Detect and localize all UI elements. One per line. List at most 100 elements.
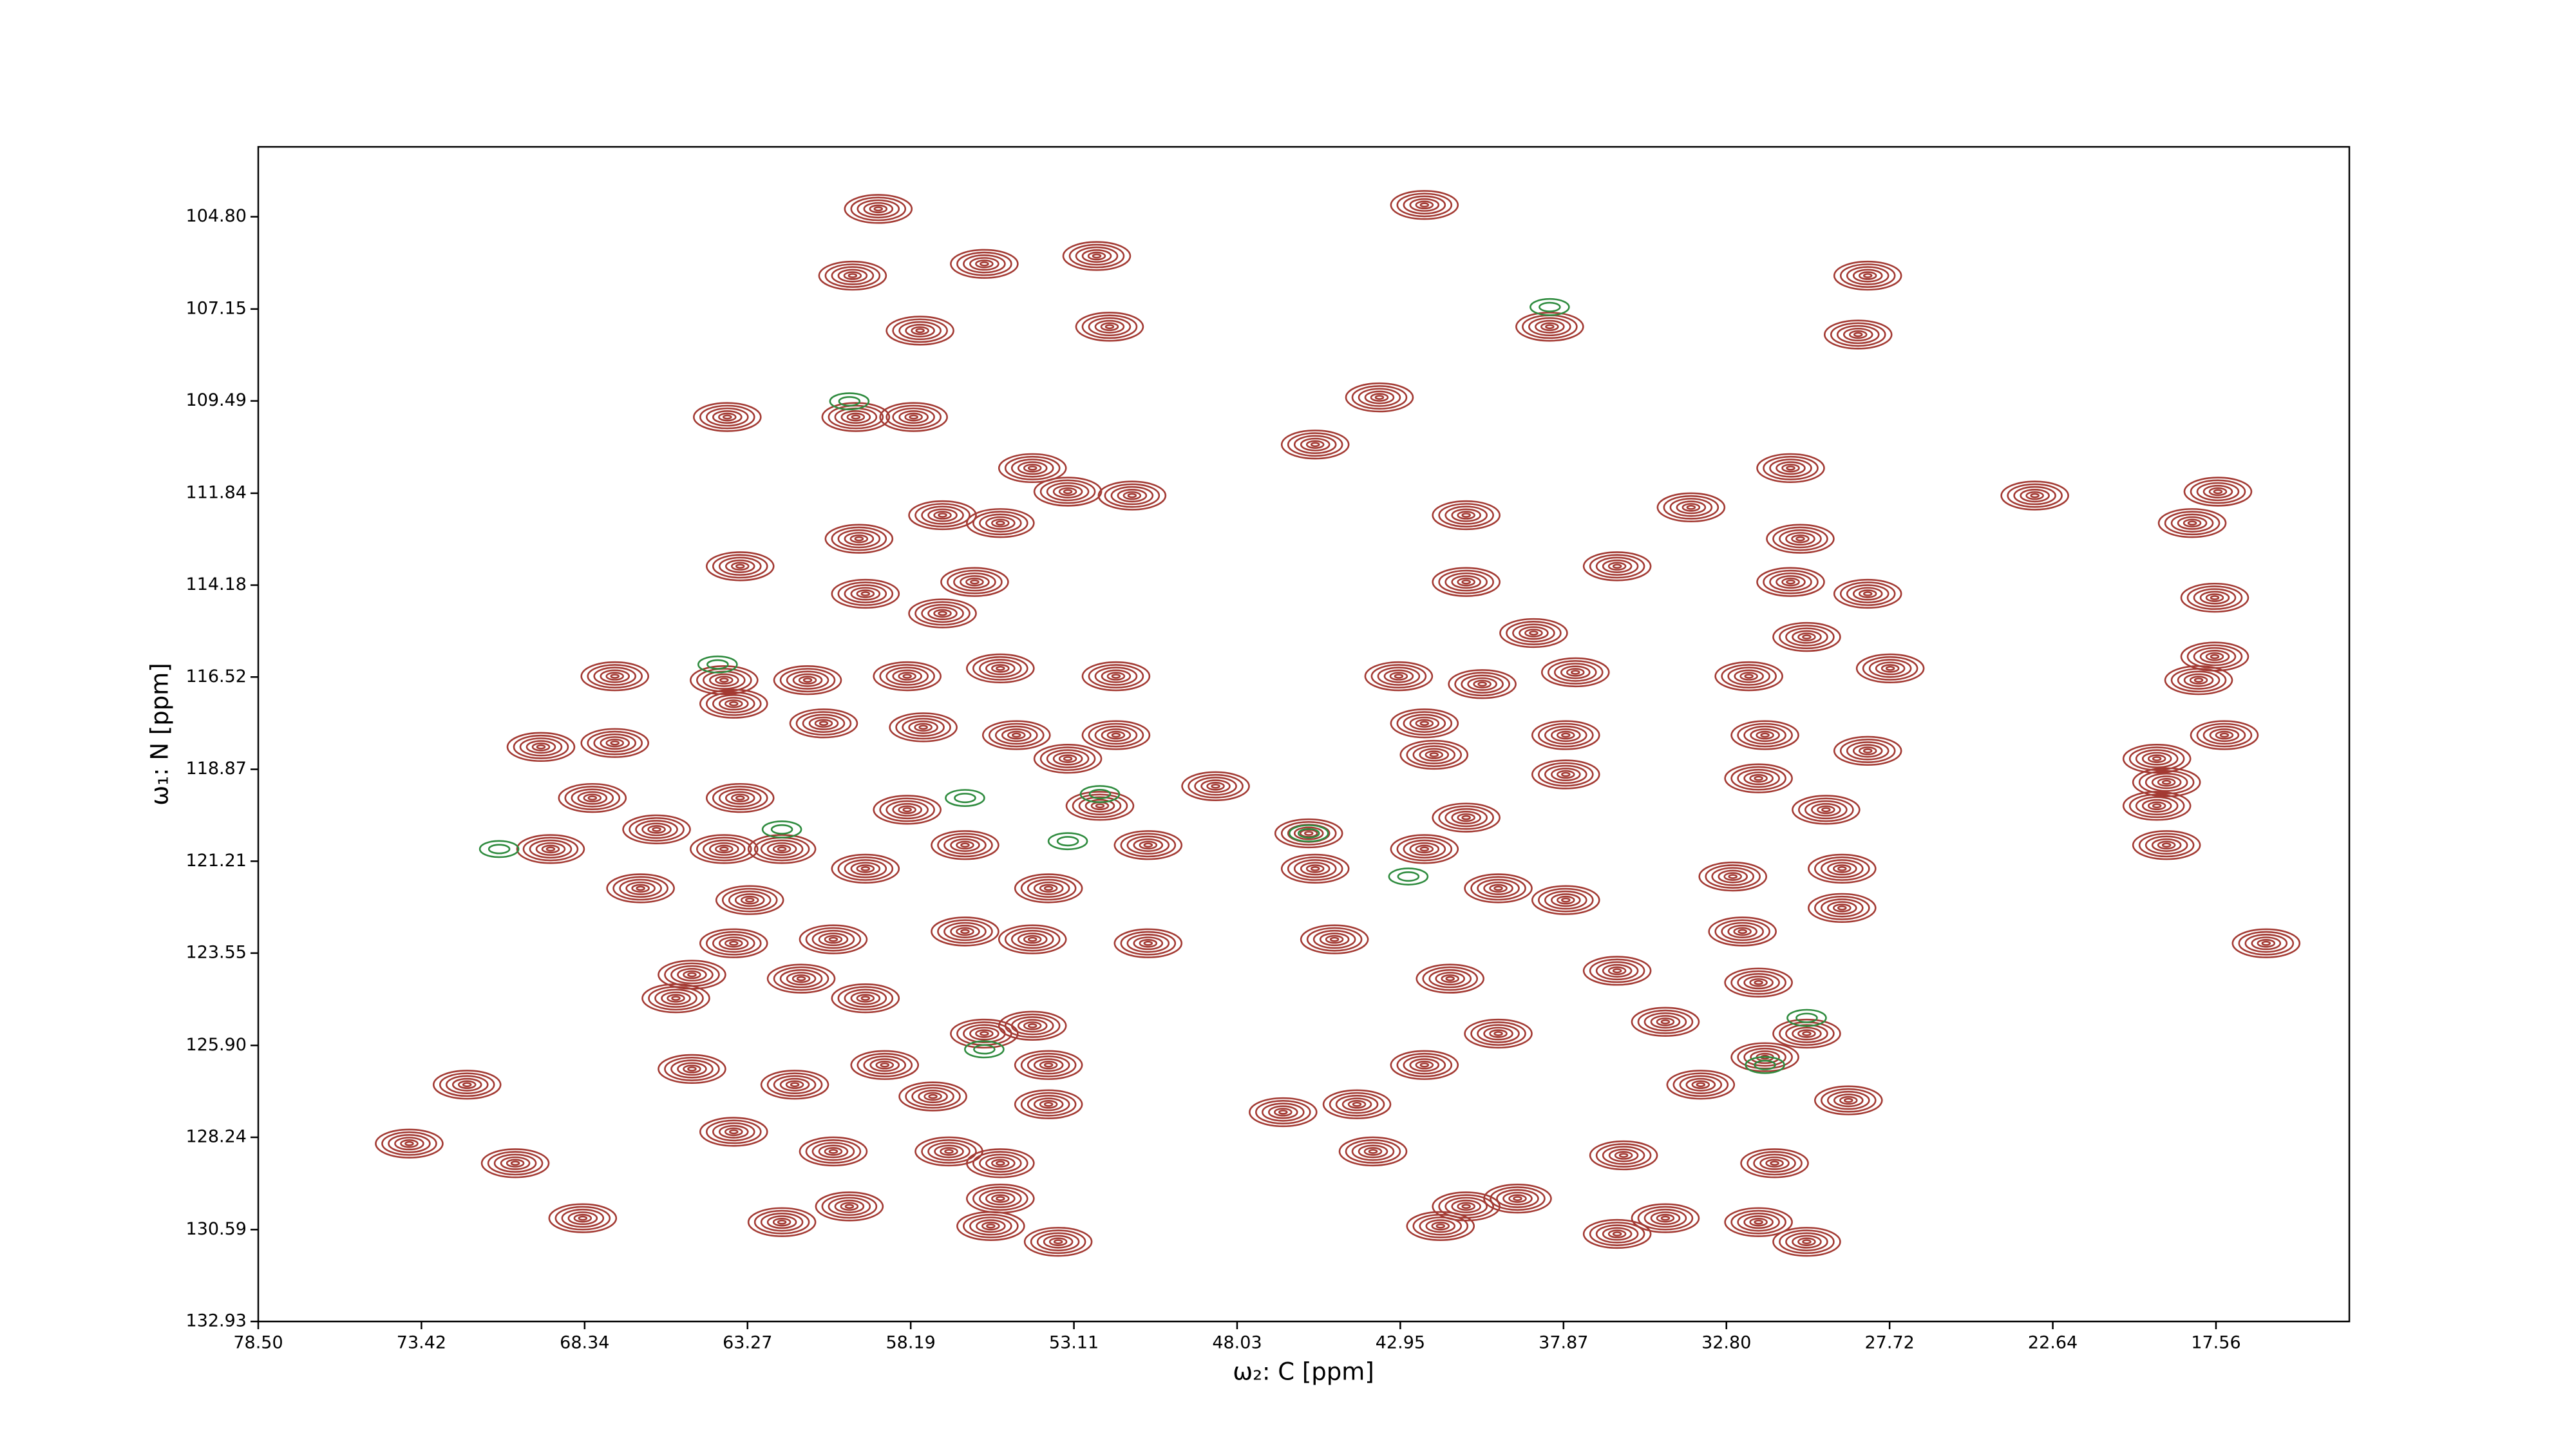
peak-contour xyxy=(937,833,993,858)
peak-contour xyxy=(1039,884,1058,893)
peak-contour xyxy=(828,1197,871,1217)
peak-contour xyxy=(1852,269,1883,283)
x-tick-label: 37.87 xyxy=(1539,1333,1588,1353)
peak-contour xyxy=(1027,936,1037,942)
peak-contour xyxy=(1104,324,1115,330)
peak-contour xyxy=(2231,928,2301,958)
peak-contour xyxy=(1724,967,1793,998)
peak-contour xyxy=(593,733,637,753)
peak-contour xyxy=(1335,1095,1379,1114)
peak-contour xyxy=(1772,621,1841,652)
peak-contour xyxy=(991,1159,1010,1168)
peak-contour xyxy=(938,513,947,518)
peak-contour xyxy=(2147,801,2166,811)
peak-contour xyxy=(772,844,791,854)
peak-contour xyxy=(1489,1029,1508,1038)
peak-contour xyxy=(1531,759,1600,790)
peak-contour xyxy=(2147,754,2166,763)
peak-contour xyxy=(1473,679,1492,689)
peak-contour xyxy=(892,669,922,683)
peak-contour xyxy=(718,412,737,422)
peak-contour xyxy=(622,814,691,845)
peak-contour xyxy=(860,591,871,596)
peak-contour xyxy=(1428,969,1472,989)
peak-contour xyxy=(1827,862,1857,876)
peak-contour xyxy=(860,866,871,871)
peak-contour xyxy=(1737,1212,1780,1232)
peak-contour xyxy=(1011,732,1021,738)
peak-contour xyxy=(2193,647,2237,667)
peak-contour xyxy=(690,665,759,696)
peak-contour xyxy=(593,667,637,686)
y-tick-label: 123.55 xyxy=(186,942,247,962)
peak-contour xyxy=(819,721,829,726)
peak-contour xyxy=(712,554,768,579)
peak-contour xyxy=(2213,489,2223,495)
peak-contour xyxy=(1383,669,1414,683)
peak-contour xyxy=(1092,253,1102,259)
peak-contour xyxy=(2219,732,2230,738)
peak-contour xyxy=(1535,319,1565,334)
x-tick-label: 53.11 xyxy=(1049,1333,1099,1353)
peak-contour xyxy=(605,738,625,748)
peak-contour xyxy=(914,601,971,626)
peak-contour xyxy=(658,1054,726,1084)
peak-contour xyxy=(1718,869,1748,884)
peak-contour xyxy=(536,744,546,750)
peak-contour xyxy=(986,1223,996,1229)
peak-contour xyxy=(1714,919,1770,944)
peak-contour xyxy=(956,927,974,936)
peak-contour xyxy=(779,1077,810,1092)
peak-contour xyxy=(1852,587,1883,601)
peak-contour xyxy=(1560,665,1591,679)
peak-contour xyxy=(605,672,625,681)
peak-contour xyxy=(1519,626,1549,640)
peak-contour xyxy=(979,659,1022,678)
peak-contour xyxy=(1014,1050,1083,1080)
peak-contour xyxy=(587,730,643,755)
peak-contour xyxy=(1139,840,1158,850)
peak-contour xyxy=(895,715,951,740)
negative-contour xyxy=(488,844,511,855)
peak-contour xyxy=(1843,1097,1853,1103)
peak-contour xyxy=(988,723,1045,748)
peak-contour xyxy=(902,674,912,679)
peak-contour xyxy=(785,1080,804,1090)
peak-contour xyxy=(1444,808,1488,828)
peak-contour xyxy=(1470,876,1526,901)
peak-contour xyxy=(1679,1075,1723,1095)
peak-contour xyxy=(2202,484,2233,498)
peak-contour xyxy=(2251,936,2282,951)
peak-contour xyxy=(1352,1101,1362,1107)
peak-contour xyxy=(480,1148,550,1179)
peak-contour xyxy=(1101,728,1132,743)
peak-contour xyxy=(2157,508,2227,538)
peak-contour xyxy=(1656,1017,1675,1027)
peak-contour xyxy=(735,564,745,569)
peak-contour xyxy=(1278,1110,1288,1115)
peak-contour xyxy=(943,835,987,855)
peak-contour xyxy=(1493,886,1503,891)
negative-contour xyxy=(1786,1009,1827,1027)
peak-contour xyxy=(1839,738,1896,763)
peak-contour xyxy=(1602,963,1633,978)
peak-contour xyxy=(814,719,833,728)
peak-contour xyxy=(706,407,749,427)
x-tick-label: 68.34 xyxy=(560,1333,609,1353)
peak-contour xyxy=(2210,654,2220,659)
peak-contour xyxy=(1724,1207,1793,1237)
peak-contour xyxy=(567,1211,598,1226)
peak-contour xyxy=(791,974,811,983)
peak-contour xyxy=(849,534,869,544)
y-axis-label: ω₁: N [ppm] xyxy=(146,663,174,805)
peak-contour xyxy=(1823,319,1893,350)
peak-contour xyxy=(1457,813,1475,822)
y-tick-label: 109.49 xyxy=(186,390,247,410)
peak-contour xyxy=(629,817,685,842)
peak-contour xyxy=(1477,878,1520,898)
negative-contour xyxy=(1397,871,1420,882)
peak-contour xyxy=(815,1191,884,1222)
peak-contour xyxy=(773,1075,817,1095)
peak-contour xyxy=(1607,1229,1627,1238)
peak-contour xyxy=(965,577,984,587)
